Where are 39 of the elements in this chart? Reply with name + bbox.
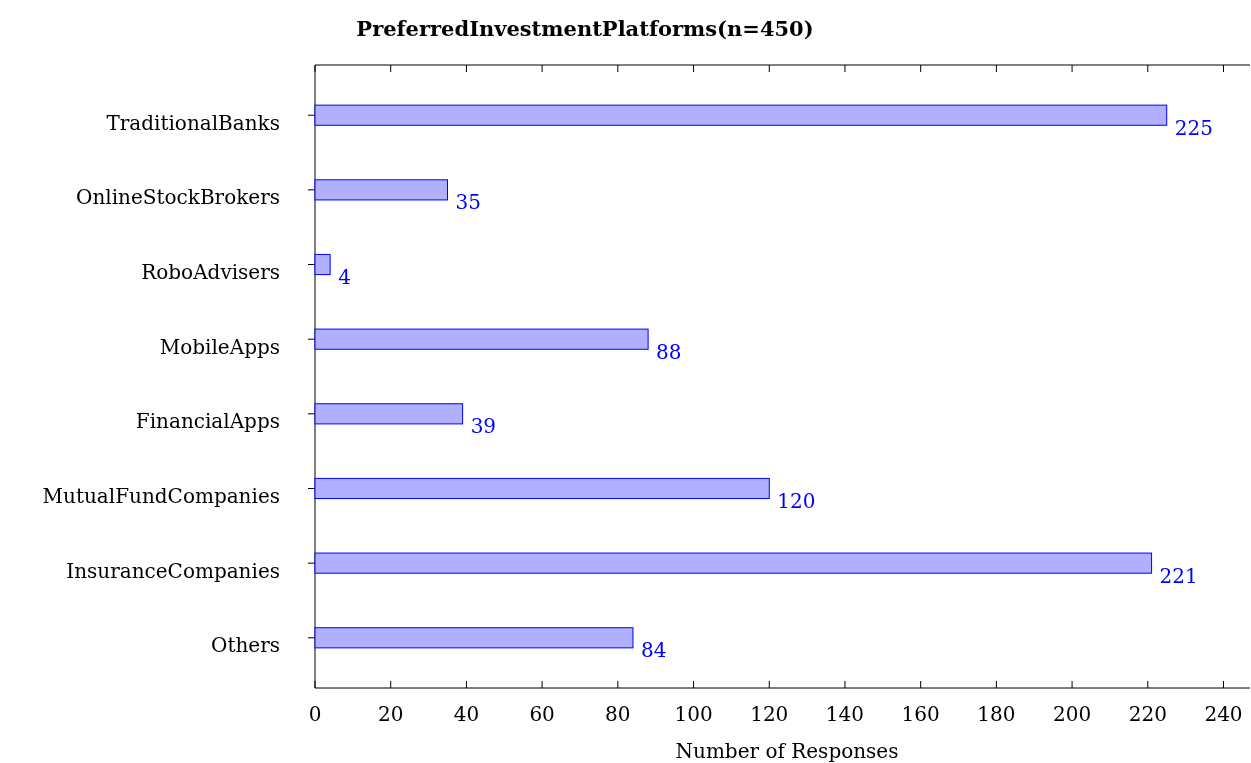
bar bbox=[314, 477, 770, 500]
y-tick-label: MutualFundCompanies bbox=[42, 483, 280, 508]
y-tick-label: OnlineStockBrokers bbox=[76, 185, 280, 210]
y-tick-label: RoboAdvisers bbox=[141, 260, 280, 285]
bar bbox=[314, 403, 464, 425]
x-tick-label: 160 bbox=[901, 702, 940, 726]
x-tick-label: 120 bbox=[750, 702, 789, 726]
x-tick-label: 140 bbox=[825, 702, 865, 726]
x-tick-label: 0 bbox=[308, 702, 322, 726]
y-tick-label: InsuranceCompanies bbox=[66, 558, 280, 583]
x-tick-label: 60 bbox=[529, 702, 555, 726]
data-label: 120 bbox=[777, 489, 816, 514]
x-tick-label: 100 bbox=[674, 702, 713, 726]
x-tick-label: 200 bbox=[1052, 702, 1092, 726]
x-tick-label: 80 bbox=[605, 702, 631, 726]
y-tick-label: TraditionalBanks bbox=[106, 110, 280, 135]
data-label: 84 bbox=[640, 638, 667, 663]
bar bbox=[314, 328, 649, 350]
x-tick-label: 180 bbox=[977, 702, 1016, 726]
data-label: 221 bbox=[1159, 563, 1198, 588]
chart-title: PreferredInvestmentPlatforms(n=450) bbox=[356, 16, 814, 41]
bar bbox=[314, 179, 448, 201]
y-tick-label: Others bbox=[211, 633, 280, 658]
x-tick-label: 40 bbox=[453, 702, 480, 726]
x-axis-title: Number of Responses bbox=[675, 739, 899, 763]
bar bbox=[314, 253, 331, 276]
bar bbox=[314, 104, 1168, 126]
bar bbox=[314, 552, 1153, 574]
x-tick-label: 240 bbox=[1204, 702, 1243, 726]
y-tick-label: FinancialApps bbox=[135, 409, 280, 434]
data-label: 88 bbox=[656, 339, 682, 364]
data-label: 39 bbox=[470, 414, 497, 439]
data-label: 35 bbox=[455, 190, 481, 215]
bar bbox=[314, 627, 634, 649]
x-tick-label: 20 bbox=[377, 702, 404, 726]
y-tick-label: MobileApps bbox=[159, 334, 280, 359]
data-label: 4 bbox=[338, 265, 351, 290]
x-tick-label: 220 bbox=[1128, 702, 1167, 726]
data-label: 225 bbox=[1174, 115, 1213, 140]
